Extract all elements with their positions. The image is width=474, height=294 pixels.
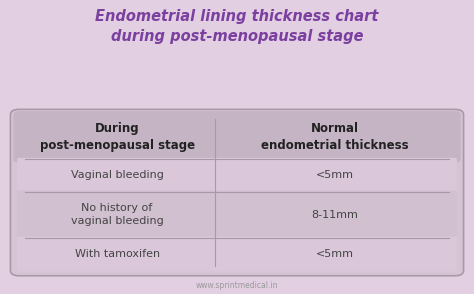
FancyBboxPatch shape xyxy=(17,237,457,272)
Text: Endometrial lining thickness chart
during post-menopausal stage: Endometrial lining thickness chart durin… xyxy=(95,9,379,44)
Text: <5mm: <5mm xyxy=(316,171,354,181)
FancyBboxPatch shape xyxy=(10,109,464,276)
FancyBboxPatch shape xyxy=(17,191,457,239)
Text: Vaginal bleeding: Vaginal bleeding xyxy=(71,171,164,181)
Text: No history of
vaginal bleeding: No history of vaginal bleeding xyxy=(71,203,164,226)
Text: With tamoxifen: With tamoxifen xyxy=(74,249,160,259)
FancyBboxPatch shape xyxy=(13,111,461,163)
Text: <5mm: <5mm xyxy=(316,249,354,259)
Text: www.sprintmedical.in: www.sprintmedical.in xyxy=(196,280,278,290)
FancyBboxPatch shape xyxy=(17,158,457,193)
Text: 8-11mm: 8-11mm xyxy=(312,210,358,220)
Text: Normal
endometrial thickness: Normal endometrial thickness xyxy=(261,122,409,152)
Text: During
post-menopausal stage: During post-menopausal stage xyxy=(39,122,195,152)
